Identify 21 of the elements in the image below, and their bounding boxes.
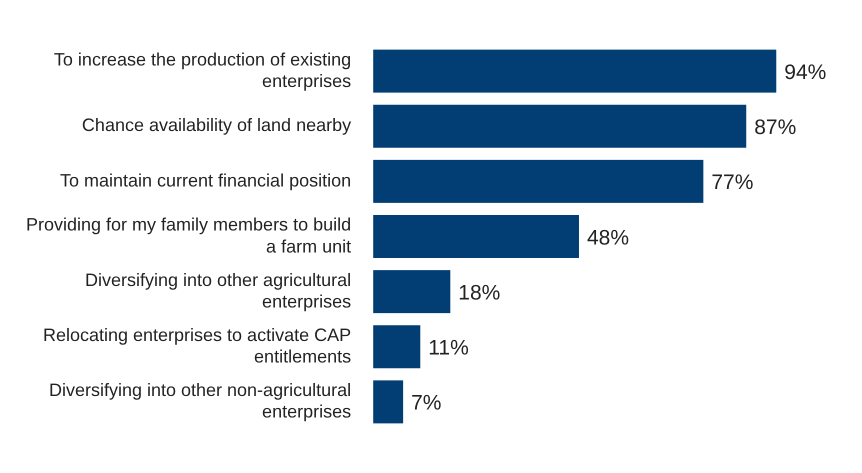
data-label: 87% [754,116,796,140]
y-tick-label: Chance availability of land nearby [82,115,352,136]
data-label: 77% [711,171,754,194]
y-tick-label: To increase the production of existing enterprises [54,49,352,91]
bar [373,325,420,368]
y-tick-label: Relocating enterprises to activate CAP entitlements [42,324,352,366]
bar [373,50,776,93]
data-label: 18% [458,281,500,304]
bar [373,380,404,424]
data-label: 48% [586,226,630,250]
data-label: 7% [411,392,442,415]
y-tick-label: Diversifying into other agricultural enterprises [84,270,352,312]
y-tick-label: Diversifying into other non-agricultural enterprises [48,380,352,422]
bar [373,104,746,148]
bar [373,215,579,258]
bar [373,160,704,203]
data-label: 11% [428,336,469,360]
data-label: 94% [784,60,826,84]
bar [373,270,450,314]
y-tick-label: To maintain current financial position [60,170,352,190]
y-tick-label: Providing for my family members to build a farm unit [26,214,352,256]
